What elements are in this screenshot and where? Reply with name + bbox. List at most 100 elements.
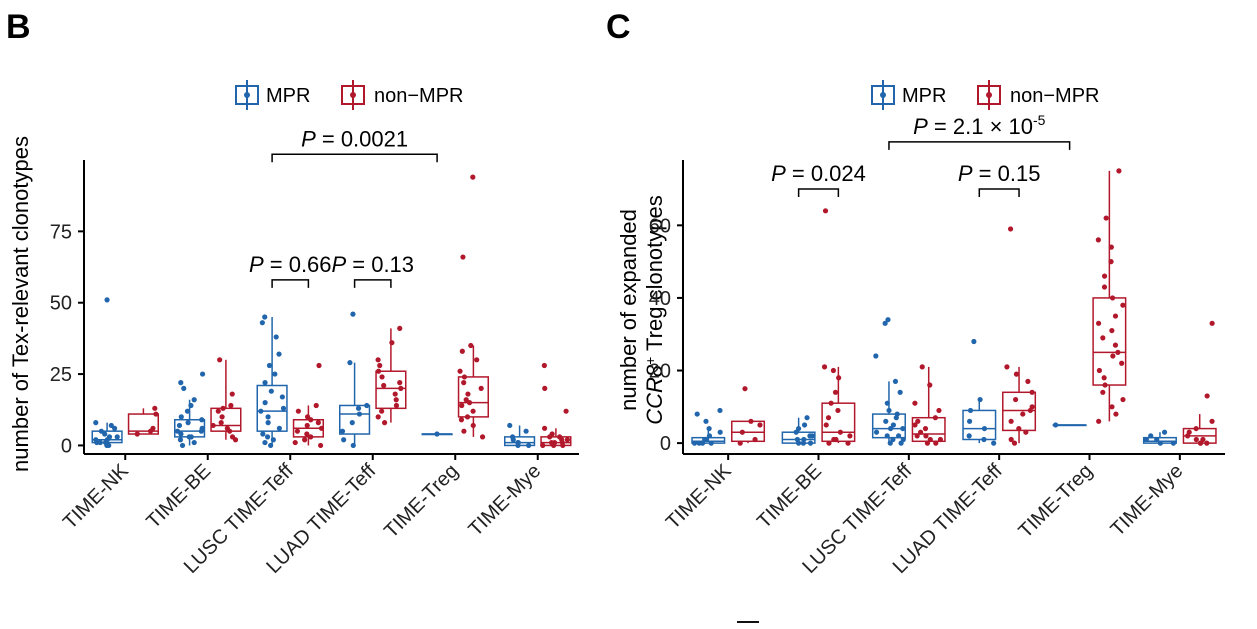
legend-non-mpr-label: non−MPR [1010,85,1100,107]
data-point [801,422,808,428]
data-point [220,405,226,411]
data-point [887,425,894,432]
data-point [821,364,828,370]
data-point [292,439,298,446]
data-point [259,320,265,326]
data-point [882,320,888,326]
data-point [883,418,889,424]
p-symbol: P [331,252,346,277]
data-point [382,420,388,426]
data-point [468,342,474,349]
data-point [933,440,939,446]
data-point [470,422,476,429]
data-point [1120,302,1126,308]
data-point [108,422,114,429]
data-point [832,389,839,395]
data-point [479,434,486,440]
data-point [1204,393,1210,399]
data-point [833,436,839,443]
p-value: = 0.0021 [316,126,408,151]
data-point [1100,335,1106,341]
data-point [717,429,723,435]
data-point [229,391,235,397]
data-point [273,334,279,340]
p-value-bracket [978,188,1020,198]
data-point [218,420,224,426]
p-value: = 2.1 × 10 [928,114,1033,139]
data-point [835,407,841,414]
data-point [375,414,381,420]
data-point [1101,375,1107,381]
data-point [548,439,555,446]
data-point [900,436,906,443]
data-point [459,348,465,354]
data-point [737,440,743,446]
panel-b-label: B [6,8,31,46]
data-point [104,297,110,303]
data-point [1209,320,1215,326]
data-point [1110,353,1116,359]
data-point [1116,168,1122,174]
data-point [966,418,973,424]
data-point [262,439,268,446]
p-value-bracket [888,141,1071,150]
data-point [470,408,476,414]
data-point [1029,404,1035,410]
data-point [219,414,225,420]
data-point [264,434,271,440]
p-value: = 0.13 [346,252,414,277]
data-point [1154,436,1160,443]
data-point [807,433,813,439]
data-point [459,402,465,409]
data-point [276,351,282,357]
ylabel-sup: + [642,357,658,365]
data-point [1108,259,1114,265]
data-point [937,436,944,443]
data-point [795,425,802,432]
data-point [313,402,319,409]
legend-non-mpr-key-icon [341,80,365,110]
data-point [823,422,829,428]
data-point [458,417,465,423]
y-tick-label: 75 [50,221,72,243]
data-point [706,433,713,439]
data-point [1143,436,1149,443]
panel-c-ylabel-line1: number of expanded [616,209,641,411]
data-point [541,362,547,369]
data-point [179,442,186,449]
data-point [461,428,467,434]
p-value-label: P = 0.15 [958,161,1041,186]
y-tick-label: 0 [61,435,72,457]
x-tick-label: TIME-NK [662,460,736,534]
data-point [93,437,99,443]
data-point [708,440,714,446]
data-point [1008,436,1014,443]
data-point [153,411,159,417]
data-point [1102,382,1108,388]
y-tick-label: 50 [50,293,72,315]
p-value-label: P = 0.024 [771,161,866,186]
data-point [181,385,187,391]
data-point [1209,418,1215,424]
data-point [185,420,191,426]
data-point [971,338,977,345]
data-point [98,428,104,434]
legend-mpr-label: MPR [266,85,310,107]
stray-underline-mark [737,621,759,623]
data-point [873,353,879,359]
y-tick-label: 20 [649,361,671,383]
data-point [1109,404,1115,410]
y-tick-label: 0 [660,433,671,455]
data-point [210,422,216,429]
data-point [896,433,902,439]
x-tick-label: TIME-BE [142,460,215,533]
data-point [177,437,184,443]
data-point [1115,349,1121,355]
data-point [176,422,183,429]
data-point [199,417,205,423]
data-point [349,420,355,426]
data-point [389,340,395,346]
legend-non-mpr-label: non−MPR [374,85,464,107]
data-point [174,428,181,434]
legend-mpr-key-icon [871,80,895,110]
